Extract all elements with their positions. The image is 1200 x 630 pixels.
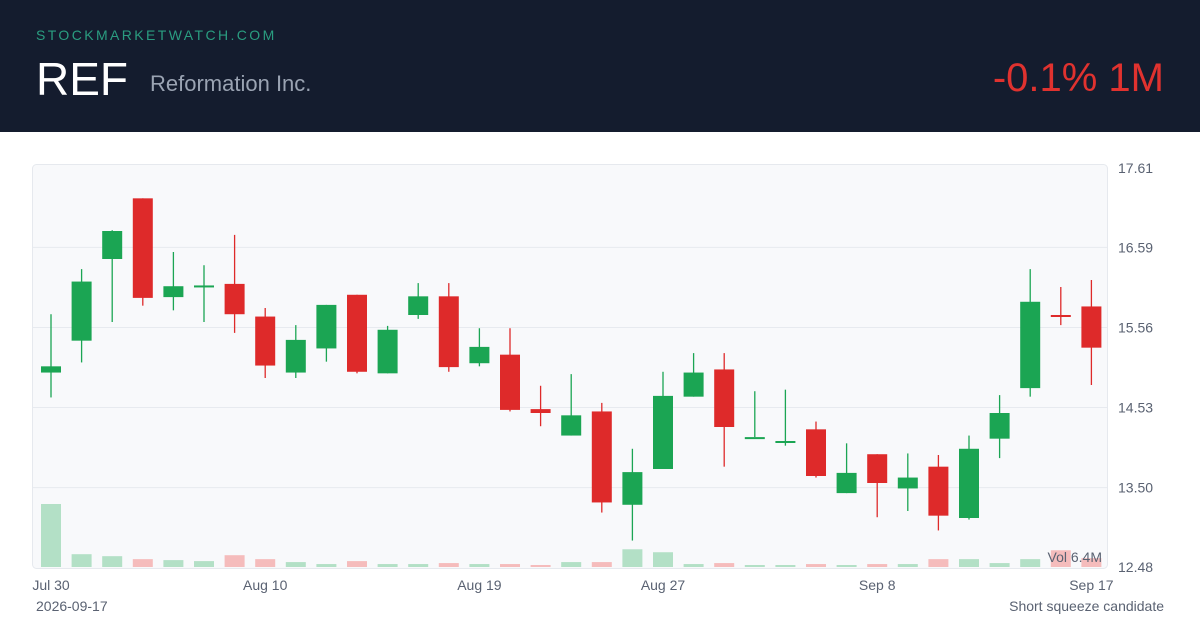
candle-body — [1020, 301, 1041, 389]
candle-body — [408, 296, 429, 315]
candle-body — [928, 466, 949, 516]
volume-bar — [163, 560, 184, 567]
candle-body — [194, 285, 214, 288]
volume-bar — [255, 559, 276, 567]
candle-body — [438, 296, 459, 368]
grid-lines — [33, 246, 1107, 489]
volume-bar — [989, 563, 1010, 567]
candle-body — [530, 409, 551, 413]
x-axis-labels: Jul 30 Aug 10 Aug 19 Aug 27 Sep 8 Sep 17 — [32, 577, 1113, 593]
x-tick-label: Aug 19 — [457, 577, 502, 593]
y-tick-label: 17.61 — [1118, 160, 1153, 176]
volume-bar — [591, 562, 612, 567]
volume-bar — [836, 565, 857, 567]
volume-bar — [316, 564, 337, 567]
candle-body — [224, 283, 245, 315]
volume-bar — [806, 564, 826, 567]
candle-body — [163, 286, 184, 298]
candle-body — [469, 346, 490, 364]
candle-body — [989, 413, 1010, 439]
candle-body — [714, 369, 735, 427]
volume-max-label: Vol 6.4M — [1048, 549, 1102, 565]
candle-body — [377, 329, 398, 374]
candle-body — [561, 415, 582, 436]
volume-bar — [224, 555, 245, 567]
candle-body — [591, 411, 612, 503]
ticker-symbol: REF — [36, 53, 128, 105]
volume-bar — [1050, 550, 1071, 567]
volume-bar — [683, 564, 704, 567]
volume-bar — [469, 564, 490, 567]
candle-body — [71, 281, 92, 341]
site-name[interactable]: STOCKMARKETWATCH.COM — [36, 27, 277, 43]
candle-body — [744, 437, 765, 440]
footer-note: Short squeeze candidate — [1009, 598, 1164, 614]
volume-bar — [928, 559, 949, 567]
candle-body — [959, 448, 979, 518]
volume-bar — [959, 559, 979, 567]
volume-bar — [194, 561, 214, 567]
header-bar: STOCKMARKETWATCH.COM REF Reformation Inc… — [0, 0, 1200, 132]
volume-bar — [714, 563, 735, 567]
x-tick-label: Aug 10 — [243, 577, 288, 593]
candle-body — [806, 429, 826, 476]
candles — [41, 198, 1102, 541]
volume-bar — [775, 565, 796, 567]
volume-bar — [132, 559, 153, 567]
volume-bar — [347, 561, 367, 567]
candle-body — [897, 477, 918, 489]
volume-bars — [41, 504, 1102, 567]
volume-bar — [867, 564, 888, 567]
y-axis-labels: 17.61 16.59 15.56 14.53 13.50 12.48 — [1118, 160, 1153, 575]
price-change: -0.1% 1M — [992, 56, 1164, 100]
volume-bar — [622, 549, 643, 567]
candle-body — [102, 231, 123, 259]
volume-bar — [1081, 558, 1102, 567]
volume-bar — [438, 563, 459, 567]
candle-body — [867, 454, 888, 483]
company-name: Reformation Inc. — [150, 71, 312, 96]
volume-bar — [744, 565, 765, 567]
candle-body — [347, 294, 367, 372]
footer-date: 2026-09-17 — [36, 598, 108, 614]
x-tick-label: Sep 17 — [1069, 577, 1114, 593]
volume-bar — [408, 564, 429, 567]
candle-body — [316, 304, 337, 349]
volume-bar — [653, 552, 673, 567]
y-tick-label: 14.53 — [1118, 400, 1153, 416]
candle-body — [775, 441, 796, 443]
candle-body — [683, 372, 704, 397]
volume-bar — [1020, 559, 1041, 567]
x-tick-label: Jul 30 — [32, 577, 70, 593]
candle-body — [255, 316, 276, 366]
candle-body — [500, 354, 520, 410]
volume-bar — [102, 556, 123, 567]
volume-bar — [71, 554, 92, 567]
volume-bar — [897, 564, 918, 567]
volume-bar — [500, 564, 520, 567]
candle-body — [1050, 315, 1071, 317]
y-tick-label: 12.48 — [1118, 559, 1153, 575]
y-tick-label: 16.59 — [1118, 239, 1153, 255]
volume-bar — [377, 564, 398, 567]
candle-body — [1081, 306, 1102, 348]
candle-body — [285, 339, 306, 373]
candle-body — [622, 472, 643, 505]
candle-body — [132, 198, 153, 298]
x-tick-label: Sep 8 — [859, 577, 896, 593]
y-tick-label: 15.56 — [1118, 319, 1153, 335]
volume-bar — [561, 562, 582, 567]
x-tick-label: Aug 27 — [641, 577, 686, 593]
volume-bar — [285, 562, 306, 567]
plot-area — [32, 164, 1108, 569]
volume-bar — [530, 565, 551, 567]
candle-body — [836, 472, 857, 494]
candle-body — [41, 366, 61, 373]
candle-body — [653, 395, 673, 469]
y-tick-label: 13.50 — [1118, 480, 1153, 496]
volume-bar — [41, 504, 61, 567]
